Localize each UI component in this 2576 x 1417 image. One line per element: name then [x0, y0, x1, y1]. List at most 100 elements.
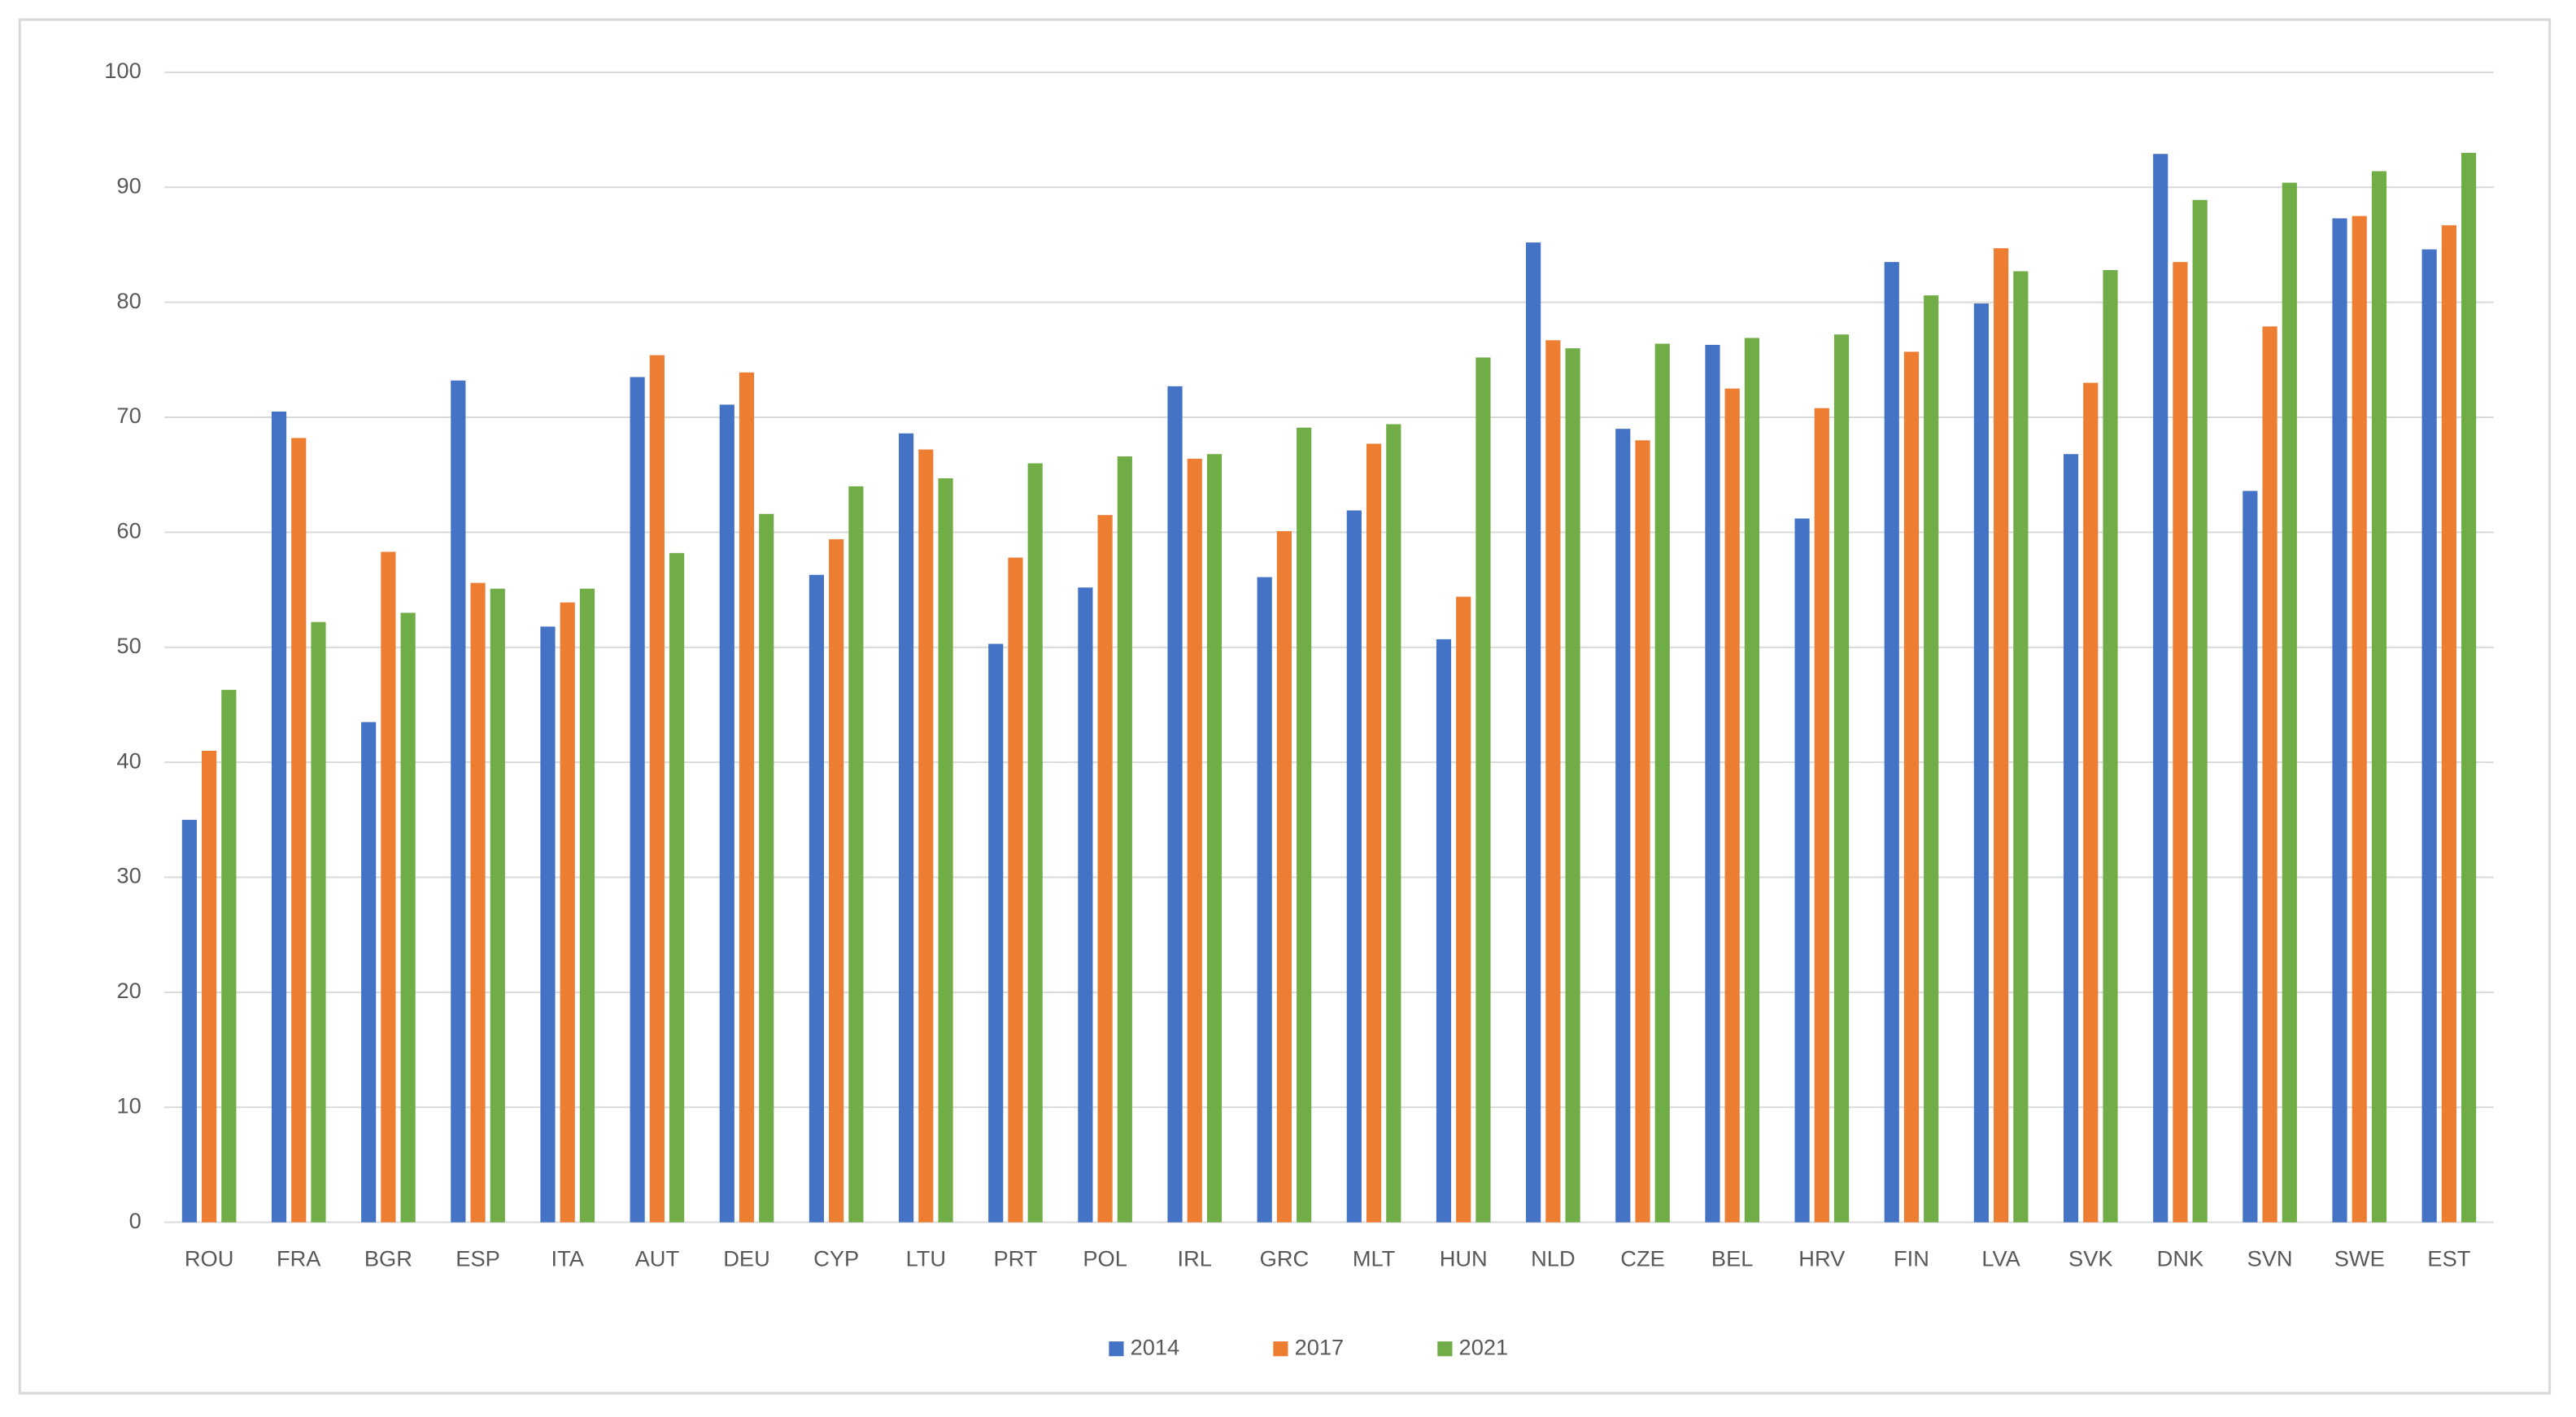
x-tick-label: DNK [2157, 1245, 2204, 1271]
x-tick-label: DEU [723, 1245, 770, 1271]
bar [1565, 348, 1580, 1223]
x-tick-label: AUT [635, 1245, 680, 1271]
legend-swatch [1109, 1341, 1124, 1357]
bar [1167, 386, 1183, 1223]
bar [898, 433, 914, 1223]
bar [1008, 557, 1023, 1223]
bar [1475, 357, 1491, 1223]
bar [1833, 334, 1850, 1223]
bar [1924, 295, 1939, 1223]
bar [1206, 454, 1223, 1223]
bar [2461, 152, 2477, 1223]
bar [1654, 343, 1670, 1223]
bar [381, 552, 396, 1223]
x-tick-label: HUN [1440, 1245, 1488, 1271]
y-tick-label: 40 [116, 748, 141, 773]
x-tick-label: BEL [1711, 1245, 1754, 1271]
bar [2262, 326, 2277, 1223]
bar [221, 690, 237, 1223]
bar [1276, 530, 1292, 1223]
x-tick-label: ITA [551, 1245, 585, 1271]
bar [1436, 639, 1452, 1223]
y-tick-label: 50 [116, 633, 141, 658]
y-tick-label: 90 [116, 172, 141, 198]
bar [2013, 271, 2029, 1223]
y-tick-label: 0 [129, 1208, 142, 1233]
legend-swatch [1437, 1341, 1453, 1357]
x-tick-label: BGR [364, 1245, 412, 1271]
bar [918, 449, 934, 1223]
x-tick-label: PRT [993, 1245, 1037, 1271]
bar [1027, 463, 1043, 1223]
bar [759, 513, 774, 1223]
x-tick-label: CYP [813, 1245, 859, 1271]
bar [719, 404, 734, 1223]
y-tick-label: 70 [116, 403, 141, 428]
bar [2153, 154, 2168, 1223]
legend-label: 2017 [1295, 1334, 1345, 1359]
x-tick-label: EST [2427, 1245, 2470, 1271]
bar [2282, 182, 2297, 1223]
y-tick-label: 10 [116, 1092, 141, 1118]
bar [490, 588, 505, 1223]
y-tick-label: 20 [116, 978, 141, 1003]
x-tick-label: LVA [1981, 1245, 2020, 1271]
bar [809, 574, 825, 1223]
bar [361, 722, 377, 1223]
bar [1117, 456, 1132, 1223]
legend-swatch [1273, 1341, 1288, 1357]
bar [669, 552, 685, 1223]
bar [560, 602, 575, 1223]
bar [1744, 338, 1760, 1223]
bar [1994, 248, 2009, 1223]
bar [1097, 515, 1113, 1223]
bar [630, 377, 645, 1223]
x-tick-label: MLT [1353, 1245, 1396, 1271]
bar [1526, 242, 1541, 1223]
bar [2103, 270, 2118, 1223]
bar [540, 626, 556, 1223]
y-tick-label: 60 [116, 518, 141, 543]
bar [2352, 216, 2367, 1223]
bar [271, 411, 287, 1223]
bar [2192, 199, 2208, 1223]
legend-label: 2014 [1131, 1334, 1180, 1359]
x-tick-label: GRC [1260, 1245, 1310, 1271]
legend-label: 2021 [1459, 1334, 1509, 1359]
bar [2371, 171, 2387, 1223]
bar [451, 380, 466, 1223]
x-tick-label: SVN [2247, 1245, 2293, 1271]
bar [2421, 249, 2437, 1223]
bar [1297, 427, 1312, 1223]
x-tick-label: SWE [2334, 1245, 2385, 1271]
x-tick-label: ESP [455, 1245, 500, 1271]
x-tick-label: IRL [1178, 1245, 1212, 1271]
x-tick-label: ROU [185, 1245, 234, 1271]
bar [829, 538, 844, 1223]
bar [739, 372, 755, 1223]
bar [1724, 388, 1740, 1223]
bar [311, 621, 326, 1223]
bar [1794, 518, 1810, 1223]
bar [2173, 262, 2188, 1223]
y-tick-label: 80 [116, 288, 141, 313]
bar [400, 613, 416, 1223]
bar [1386, 424, 1401, 1223]
bar [1814, 408, 1829, 1223]
bar [2243, 490, 2258, 1223]
bar [2441, 225, 2456, 1223]
bar [1635, 440, 1650, 1223]
bar [1545, 340, 1561, 1223]
bar [1257, 577, 1272, 1223]
bar [1366, 443, 1382, 1223]
x-tick-label: FRA [277, 1245, 321, 1271]
bar [2063, 454, 2079, 1223]
bar [470, 582, 486, 1223]
bar [1187, 458, 1202, 1223]
y-tick-label: 100 [104, 58, 141, 83]
bar [938, 477, 953, 1223]
bar [181, 819, 197, 1223]
x-tick-label: NLD [1531, 1245, 1576, 1271]
bar [2083, 382, 2099, 1223]
